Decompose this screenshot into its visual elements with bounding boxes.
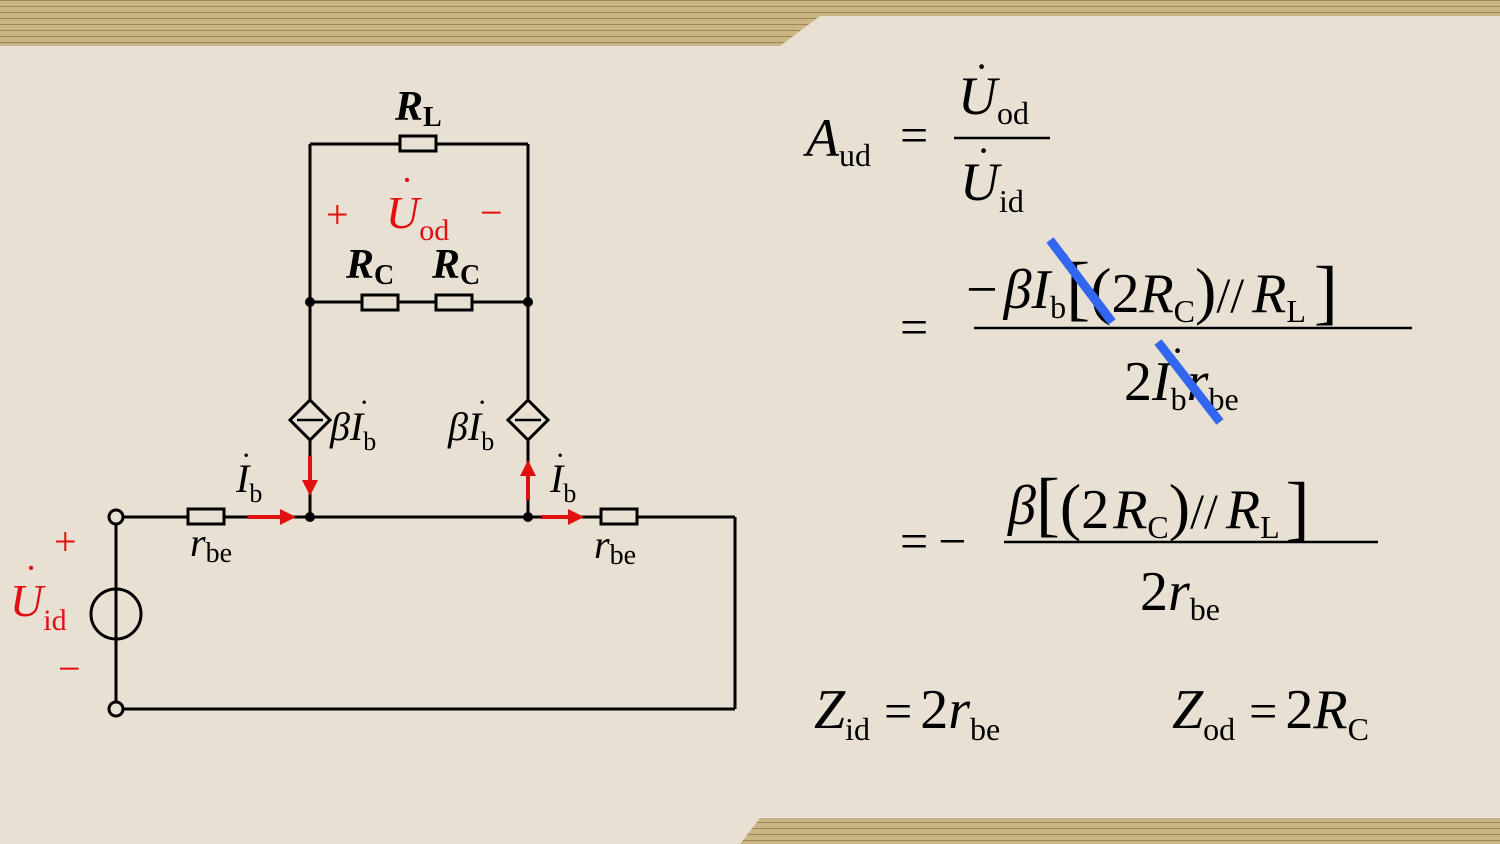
eq-aud-label: Aud (803, 108, 871, 173)
label-rbe-right: rbe (594, 522, 636, 571)
label-rc-right: RC (431, 242, 480, 291)
eq-zod: Zod = 2RC (1172, 679, 1369, 747)
cancel-stroke-denominator (1154, 339, 1224, 425)
ib-right-dot: · (556, 439, 564, 472)
label-rc-left: RC (345, 242, 394, 291)
label-ib-left: Ib (235, 456, 262, 508)
label-rbe-left: rbe (190, 520, 232, 569)
circuit-diagram (89, 134, 737, 718)
ib-left-dot: · (242, 439, 250, 472)
uod-minus: − (480, 190, 503, 235)
uid-plus: + (54, 519, 77, 564)
eq-line3-denominator: 2rbe (1140, 561, 1220, 627)
eq-line2-den-dot: · (1172, 328, 1182, 373)
eq-zid: Zid = 2rbe (814, 679, 1000, 747)
bottom-decorative-band (740, 818, 1500, 844)
current-arrow-left-down (302, 456, 318, 496)
src-right-dot: · (478, 386, 486, 419)
uid-dot: · (26, 548, 35, 588)
src-left-dot: · (360, 386, 368, 419)
eq-frac1-num-dot: · (976, 44, 986, 89)
uod-dot: · (402, 160, 411, 200)
eq-line2-equals: = (900, 299, 928, 355)
label-src-right: βIb (447, 404, 494, 456)
label-rl: RL (394, 84, 442, 133)
eq-line3-numerator: β[(2RC)//RL] (1007, 464, 1310, 548)
label-uod: Uod (386, 187, 449, 247)
top-decorative-band (0, 0, 1500, 46)
uod-plus: + (326, 192, 349, 237)
label-ib-right: Ib (549, 456, 576, 508)
eq-line2-numerator: − βIb[(2RC)//RL] (966, 248, 1338, 332)
input-terminal-top (107, 508, 125, 526)
current-arrow-right-up (520, 460, 536, 500)
resistor-rl (398, 134, 438, 153)
resistor-rc-right (434, 293, 474, 312)
resistor-rbe-right (599, 507, 639, 526)
eq-frac1-numerator: Uod (958, 66, 1029, 131)
input-terminal-bottom (107, 700, 125, 718)
label-uid: Uid (10, 575, 67, 637)
eq-frac1-den-dot: · (978, 128, 988, 173)
resistor-rbe-left (186, 507, 226, 526)
eq-aud-equals: = (900, 107, 928, 163)
current-arrow-right-horizontal (542, 509, 584, 525)
uid-minus: − (58, 646, 81, 691)
eq-line2-denominator: 2Ibrbe (1124, 351, 1239, 417)
resistor-rc-left (360, 293, 400, 312)
eq-frac1-denominator: Uid (960, 152, 1024, 219)
cancel-stroke-numerator (1046, 237, 1116, 325)
label-src-left: βIb (329, 404, 376, 456)
current-arrow-left-horizontal (248, 509, 296, 525)
eq-line3-equals: = − (900, 513, 966, 569)
